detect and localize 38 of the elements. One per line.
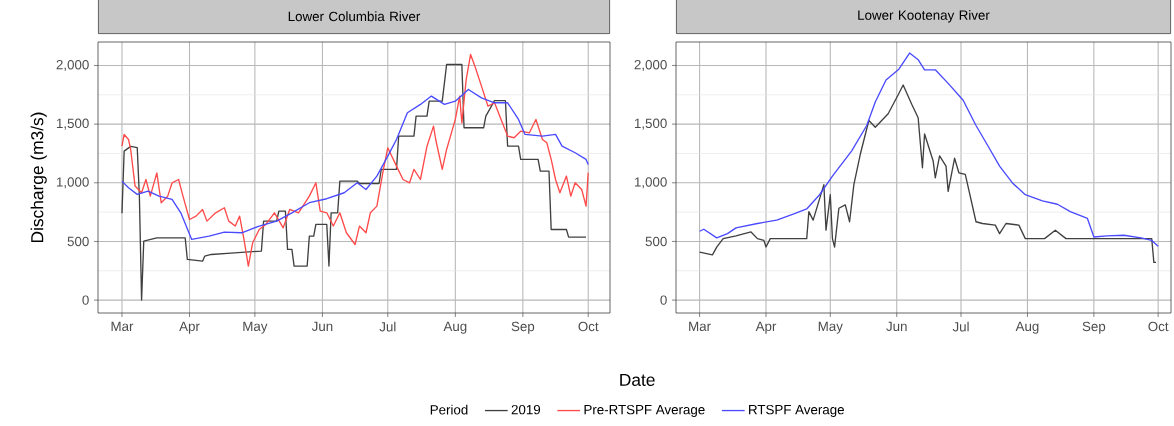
x-tick-label: Mar bbox=[111, 321, 134, 332]
x-tick-label: Mar bbox=[689, 321, 711, 332]
x-tick-label: Jun bbox=[311, 321, 333, 332]
x-axis-title: Date bbox=[620, 373, 655, 386]
x-tick-label: Apr bbox=[755, 321, 777, 334]
y-tick-label: 500 bbox=[645, 236, 667, 247]
y-axis-title: Discharge (m3/s) bbox=[30, 112, 47, 243]
y-tick-label: 1,500 bbox=[56, 118, 89, 130]
y-tick-label: 0 bbox=[82, 295, 89, 305]
y-tick-label: 0 bbox=[660, 295, 667, 305]
y-tick-label: 1,500 bbox=[634, 118, 667, 130]
line-series bbox=[698, 52, 1159, 247]
legend-label: 2019 bbox=[511, 404, 541, 415]
line-series bbox=[121, 88, 589, 241]
y-tick-label: 1,000 bbox=[634, 177, 667, 189]
line-series bbox=[121, 63, 587, 301]
x-tick-label: Oct bbox=[578, 321, 599, 332]
x-tick-label: Aug bbox=[443, 321, 467, 334]
chart-title: Lower Kootenay River bbox=[858, 10, 990, 23]
line-series bbox=[121, 53, 589, 267]
legend-label: RTSPF Average bbox=[749, 404, 844, 417]
y-tick-label: 2,000 bbox=[56, 59, 89, 71]
x-tick-label: May bbox=[818, 321, 843, 334]
y-tick-label: 1,000 bbox=[56, 177, 89, 189]
x-tick-label: Apr bbox=[179, 321, 200, 334]
x-tick-label: Sep bbox=[511, 321, 535, 334]
x-tick-label: Jul bbox=[379, 321, 396, 332]
y-tick-label: 500 bbox=[67, 236, 89, 247]
x-tick-label: Jun bbox=[886, 321, 907, 332]
legend-title: Period bbox=[430, 404, 468, 415]
legend-label: Pre-RTSPF Average bbox=[584, 404, 705, 417]
x-tick-label: Oct bbox=[1148, 321, 1169, 332]
x-tick-label: Aug bbox=[1015, 321, 1039, 334]
y-tick-label: 2,000 bbox=[634, 59, 667, 71]
x-tick-label: Sep bbox=[1082, 321, 1106, 334]
x-tick-label: May bbox=[243, 321, 268, 334]
chart-title: Lower Columbia River bbox=[288, 11, 421, 22]
x-tick-label: Jul bbox=[952, 321, 969, 332]
